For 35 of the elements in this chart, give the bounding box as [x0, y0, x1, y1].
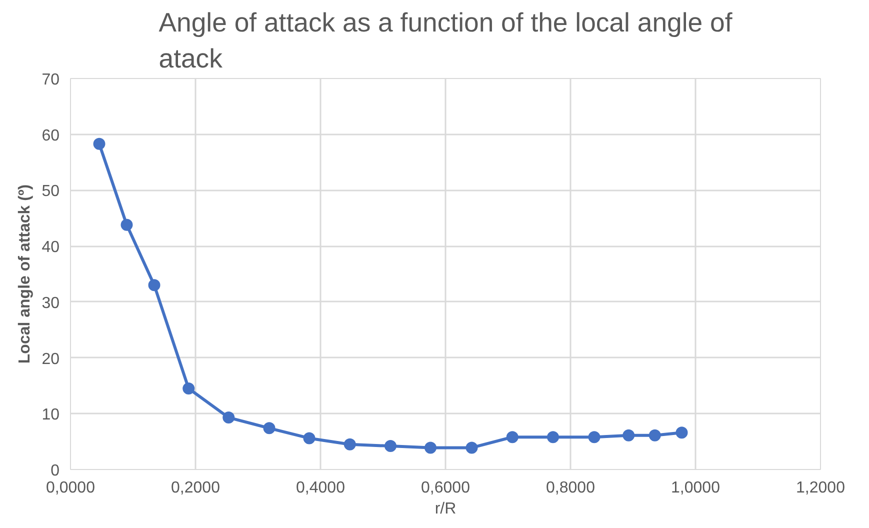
y-tick-label: 40 — [42, 239, 60, 256]
point — [263, 422, 276, 434]
y-tick-label: 70 — [42, 72, 60, 88]
point — [93, 138, 106, 150]
point — [466, 442, 478, 454]
point — [148, 279, 160, 292]
point — [222, 412, 235, 424]
point — [622, 429, 635, 442]
point — [182, 382, 195, 394]
x-axis-title: r/R — [434, 500, 456, 518]
x-tick-label: 0,8000 — [546, 480, 596, 496]
x-tick-label: 1,0000 — [671, 480, 720, 496]
point — [120, 218, 133, 231]
y-tick-label: 10 — [42, 406, 60, 424]
chart-title: Angle of attack as a function of the local angle of atack — [158, 8, 733, 74]
point — [384, 440, 396, 452]
y-axis-title: Local angle of attack (º) — [16, 184, 34, 364]
point — [648, 429, 661, 442]
y-tick-label: 60 — [42, 127, 60, 144]
x-tick-label: 0,4000 — [296, 480, 346, 496]
y-tick-label: 50 — [42, 183, 60, 200]
point — [303, 432, 316, 444]
x-tick-label: 0,2000 — [171, 480, 220, 496]
x-tick-label: 1,2000 — [796, 480, 846, 496]
x-tick-label: 0,0000 — [46, 480, 96, 496]
y-tick-label: 30 — [42, 294, 60, 312]
x-tick-label: 0,6000 — [421, 480, 470, 496]
point — [344, 438, 356, 450]
point — [588, 431, 600, 444]
point — [547, 431, 559, 444]
point — [424, 442, 436, 454]
point — [676, 426, 688, 439]
y-tick-label: 0 — [50, 462, 60, 480]
point — [506, 431, 518, 444]
y-tick-label: 20 — [42, 350, 60, 368]
